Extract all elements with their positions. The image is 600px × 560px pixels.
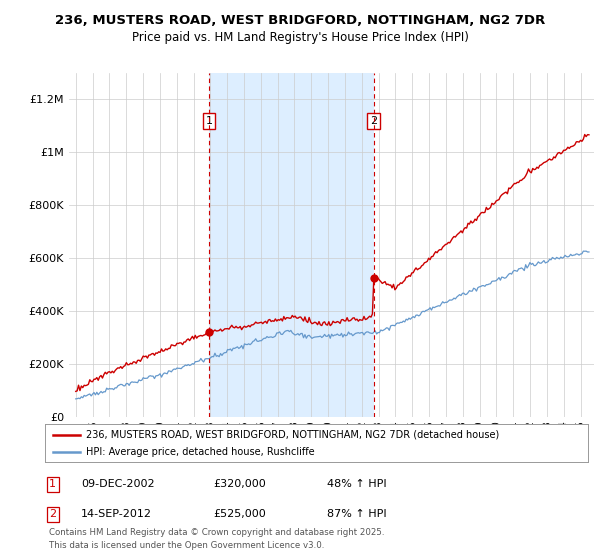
Text: £525,000: £525,000 xyxy=(213,509,266,519)
Text: 48% ↑ HPI: 48% ↑ HPI xyxy=(327,479,386,489)
Text: 236, MUSTERS ROAD, WEST BRIDGFORD, NOTTINGHAM, NG2 7DR: 236, MUSTERS ROAD, WEST BRIDGFORD, NOTTI… xyxy=(55,14,545,27)
Bar xyxy=(209,73,374,417)
Text: 236, MUSTERS ROAD, WEST BRIDGFORD, NOTTINGHAM, NG2 7DR (detached house): 236, MUSTERS ROAD, WEST BRIDGFORD, NOTTI… xyxy=(86,430,499,440)
Text: 1: 1 xyxy=(206,116,212,126)
Text: 2: 2 xyxy=(370,116,377,126)
Text: 1: 1 xyxy=(49,479,56,489)
Text: HPI: Average price, detached house, Rushcliffe: HPI: Average price, detached house, Rush… xyxy=(86,447,314,458)
Text: Price paid vs. HM Land Registry's House Price Index (HPI): Price paid vs. HM Land Registry's House … xyxy=(131,31,469,44)
Text: £320,000: £320,000 xyxy=(213,479,266,489)
Text: 2: 2 xyxy=(49,509,56,519)
Text: Contains HM Land Registry data © Crown copyright and database right 2025.
This d: Contains HM Land Registry data © Crown c… xyxy=(49,529,385,550)
Text: 14-SEP-2012: 14-SEP-2012 xyxy=(81,509,152,519)
Text: 87% ↑ HPI: 87% ↑ HPI xyxy=(327,509,386,519)
Text: 09-DEC-2002: 09-DEC-2002 xyxy=(81,479,155,489)
